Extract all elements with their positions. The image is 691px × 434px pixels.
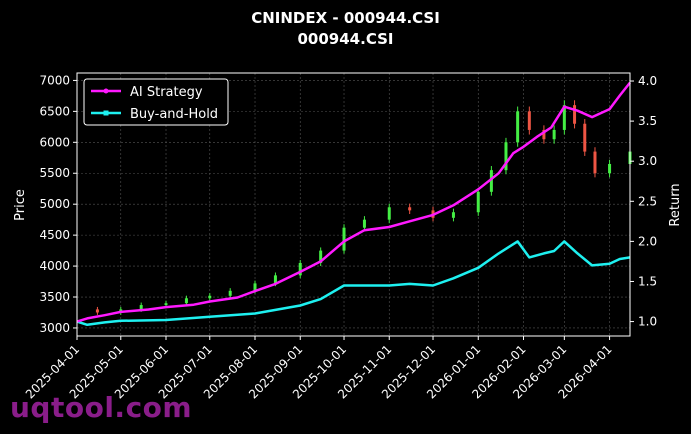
candle-body [573,105,577,124]
candlestick-series [95,100,632,315]
candle-body [139,305,143,310]
candle-body [562,105,566,130]
legend: AI Strategy Buy-and-Hold [83,78,229,126]
candle-body [95,309,99,313]
return-lines [76,81,631,327]
y-tick-label: 3500 [39,290,70,304]
legend-bh-label: Buy-and-Hold [130,107,218,122]
candle-body [504,142,508,171]
y2-tick-label: 1.5 [638,274,657,288]
candle-body [608,163,612,174]
candle-body [273,275,277,284]
y2-tick-label: 3.5 [638,114,657,128]
chart-title: CNINDEX - 000944.CSI [251,9,440,27]
candle-body [319,250,323,263]
candle-body [527,111,531,130]
y-tick-label: 4500 [39,228,70,242]
buy-and-hold-line [76,240,631,327]
y2-axis-label: Return [668,183,683,226]
y2-tick-label: 3.0 [638,154,657,168]
candle-body [408,207,412,211]
watermark: uqtool.com [10,391,193,424]
candle-body [387,207,391,220]
chart-subtitle: 000944.CSI [297,30,394,48]
legend-ai-marker [103,88,109,94]
candle-body [164,303,168,306]
candle-body [593,151,597,174]
candle-body [362,219,366,228]
candle-body [552,129,556,140]
candle-body [342,227,346,251]
ai-strategy-line [76,81,631,323]
y-tick-label: 3000 [39,321,70,335]
y2-tick-label: 1.0 [638,315,657,329]
candle-body [298,262,302,276]
candle-body [208,295,212,299]
candle-body [451,212,455,218]
y-tick-label: 5000 [39,197,70,211]
y-tick-label: 6000 [39,135,70,149]
y-tick-label: 7000 [39,73,70,87]
y-axis-label: Price [13,189,28,221]
grid-layer [76,73,630,336]
y-tick-label: 5500 [39,166,70,180]
y2-tick-label: 2.5 [638,194,657,208]
candle-body [542,129,546,140]
candle-body [253,283,257,291]
candle-body [228,290,232,296]
candle-body [489,170,493,192]
y2-tick-label: 2.0 [638,234,657,248]
candle-body [583,123,587,152]
legend-ai-label: AI Strategy [130,85,203,100]
y-tick-label: 4000 [39,259,70,273]
y2-tick-label: 4.0 [638,74,657,88]
candle-body [184,298,188,304]
candle-body [476,191,480,213]
legend-bh-marker [103,110,109,116]
y-tick-label: 6500 [39,104,70,118]
candle-body [516,111,520,143]
